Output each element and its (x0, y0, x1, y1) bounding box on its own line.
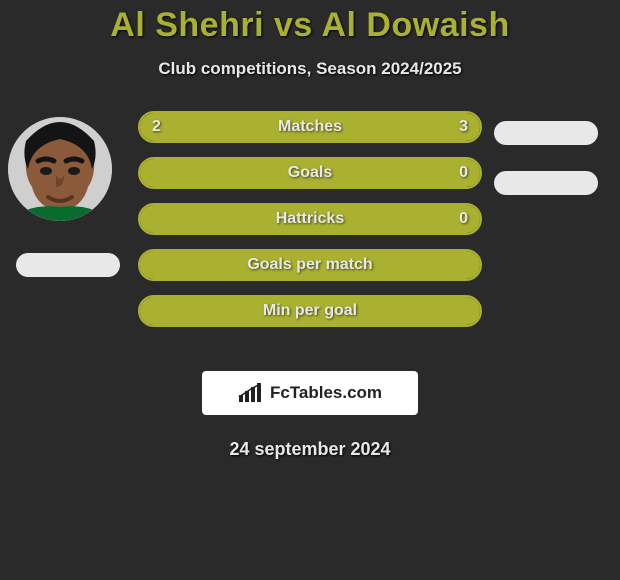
stat-row-min-per-goal: Min per goal (138, 295, 482, 327)
player1-name-pill (16, 253, 120, 277)
stat-row-goals-per-match: Goals per match (138, 249, 482, 281)
player1-name: Al Shehri (110, 6, 264, 44)
fctables-logo[interactable]: FcTables.com (202, 371, 418, 415)
stat-row-goals: Goals 0 (138, 157, 482, 189)
stat-bars: 2 Matches 3 Goals 0 Hattricks 0 Goals pe… (138, 111, 482, 341)
stat-row-hattricks: Hattricks 0 (138, 203, 482, 235)
stat-label: Hattricks (140, 205, 480, 233)
stat-value-right: 0 (459, 205, 468, 233)
stat-label: Goals per match (140, 251, 480, 279)
player2-name-pill-2 (494, 171, 598, 195)
stat-value-right: 3 (459, 113, 468, 141)
logo-text: FcTables.com (270, 383, 382, 403)
stat-label: Goals (140, 159, 480, 187)
stat-row-matches: 2 Matches 3 (138, 111, 482, 143)
bar-chart-icon (238, 383, 264, 403)
player1-avatar (8, 117, 112, 221)
stat-label: Matches (140, 113, 480, 141)
comparison-area: 2 Matches 3 Goals 0 Hattricks 0 Goals pe… (0, 111, 620, 371)
stat-label: Min per goal (140, 297, 480, 325)
vs-separator: vs (274, 6, 313, 44)
comparison-widget: Al Shehri vs Al Dowaish Club competition… (0, 0, 620, 460)
player2-name: Al Dowaish (321, 6, 509, 44)
page-title: Al Shehri vs Al Dowaish (0, 6, 620, 45)
footer-date: 24 september 2024 (0, 439, 620, 460)
player2-name-pill-1 (494, 121, 598, 145)
subtitle: Club competitions, Season 2024/2025 (0, 59, 620, 79)
stat-value-right: 0 (459, 159, 468, 187)
